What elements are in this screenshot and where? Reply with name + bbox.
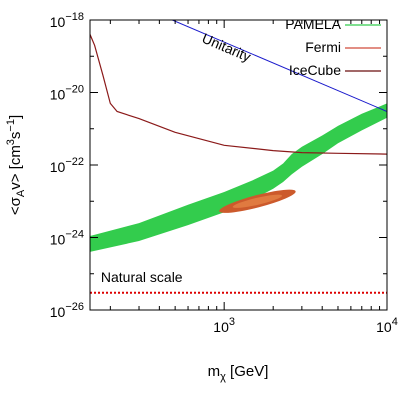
- y-tick-label: 10−18: [50, 11, 84, 30]
- legend: PAMELA Fermi IceCube: [285, 16, 381, 78]
- y-tick-label: 10−20: [50, 84, 84, 103]
- x-tick-label: 104: [376, 316, 398, 335]
- icecube-line: [90, 34, 387, 155]
- legend-label-fermi: Fermi: [305, 39, 341, 55]
- unitarity-annotation: Unitarity: [200, 30, 254, 65]
- legend-label-pamela: PAMELA: [285, 16, 341, 32]
- x-axis-label: mχ [GeV]: [208, 363, 269, 383]
- legend-label-icecube: IceCube: [289, 62, 341, 78]
- y-tick-label: 10−26: [50, 301, 84, 320]
- plot-area: [90, 20, 387, 294]
- y-axis-label: <σAv> [cm3s−1]: [5, 115, 27, 215]
- y-tick-label: 10−22: [50, 156, 84, 175]
- x-tick-label: 103: [213, 316, 235, 335]
- natural-scale-annotation: Natural scale: [101, 269, 183, 285]
- y-tick-label: 10−24: [50, 229, 84, 248]
- fermi-region-inner: [232, 194, 283, 208]
- unitarity-line: [172, 20, 387, 112]
- axis-ticks: 103 104 10−26 10−24 10−22 10−20 10−18: [50, 11, 398, 335]
- plot-frame: [89, 19, 388, 311]
- pamela-band: [90, 103, 387, 252]
